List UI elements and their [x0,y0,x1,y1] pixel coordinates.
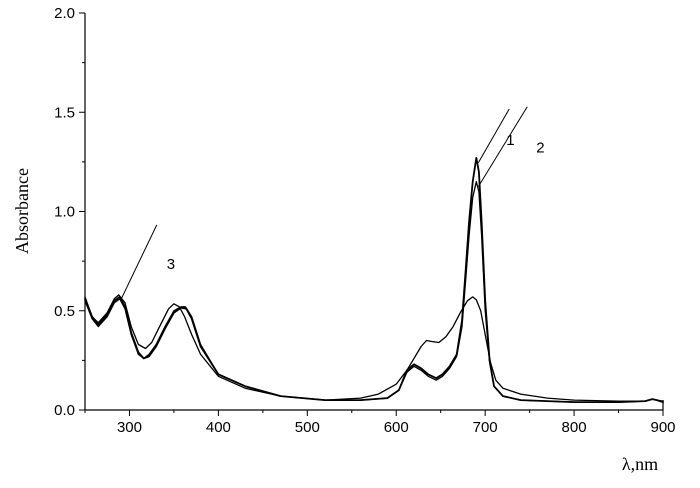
label-leader-line [477,108,510,164]
x-tick-label: 900 [650,419,675,436]
series-line-2 [84,181,664,403]
y-tick-label: 0.5 [54,303,75,320]
x-tick-label: 800 [562,419,587,436]
y-tick-label: 0.0 [54,402,75,419]
axis-ticks: 300 400 500 600 700 800 900 0.0 0.5 1.0 1.5 2.0 [54,5,675,436]
curve-label-3: 3 [167,256,175,273]
label-leader-line [120,224,158,301]
y-tick-label: 1.0 [54,204,75,221]
curve-labels: 1 2 3 [120,106,545,301]
x-tick-label: 600 [384,419,409,436]
series-line-3 [84,294,664,402]
y-tick-label: 1.5 [54,104,75,121]
x-tick-label: 400 [206,419,231,436]
x-tick-label: 500 [295,419,320,436]
label-leader-line [477,106,528,187]
y-tick-label: 2.0 [54,5,75,22]
plot-frame-axes [84,13,664,411]
x-tick-label: 300 [117,419,142,436]
x-axis-label: λ,nm [622,454,658,474]
x-tick-label: 700 [473,419,498,436]
curve-label-2: 2 [536,140,544,157]
curve-label-1: 1 [506,132,514,149]
y-axis-label: Absorbance [12,168,32,254]
series-lines [84,157,664,403]
series-line-1 [84,157,664,403]
